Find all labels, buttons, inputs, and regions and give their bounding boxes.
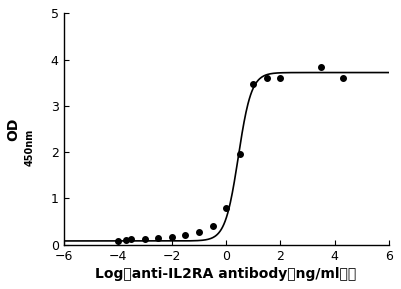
Text: OD: OD xyxy=(6,117,20,141)
Text: 450nm: 450nm xyxy=(24,129,34,166)
X-axis label: Log（anti-IL2RA antibody（ng/ml））: Log（anti-IL2RA antibody（ng/ml）） xyxy=(95,267,357,281)
